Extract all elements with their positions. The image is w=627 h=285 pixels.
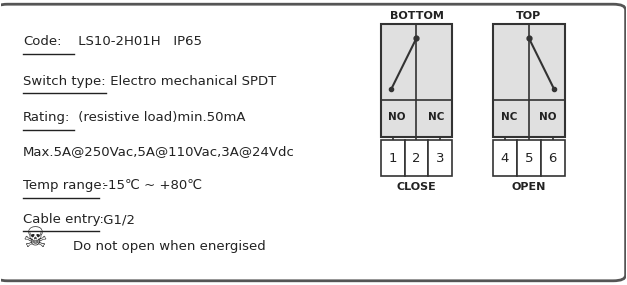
Bar <box>517 140 541 176</box>
Text: LS10-2H01H   IP65: LS10-2H01H IP65 <box>75 35 203 48</box>
Text: G1/2: G1/2 <box>100 213 135 226</box>
Text: 2: 2 <box>412 152 421 164</box>
Bar <box>404 140 428 176</box>
Text: Temp range:: Temp range: <box>23 179 106 192</box>
Text: Electro mechanical SPDT: Electro mechanical SPDT <box>105 75 276 88</box>
FancyBboxPatch shape <box>0 4 626 281</box>
Bar <box>493 24 565 137</box>
Text: Cable entry:: Cable entry: <box>23 213 104 226</box>
Text: Code:: Code: <box>23 35 61 48</box>
Bar <box>428 140 453 176</box>
Text: 5: 5 <box>525 152 533 164</box>
Text: TOP: TOP <box>516 11 542 21</box>
Text: NO: NO <box>539 112 557 122</box>
Text: OPEN: OPEN <box>512 182 546 192</box>
Text: NC: NC <box>428 112 444 122</box>
Bar <box>381 24 453 137</box>
Text: Do not open when energised: Do not open when energised <box>73 240 266 253</box>
Bar <box>541 140 565 176</box>
Text: CLOSE: CLOSE <box>397 182 436 192</box>
Text: -15℃ ~ +80℃: -15℃ ~ +80℃ <box>100 179 203 192</box>
Text: NC: NC <box>502 112 518 122</box>
Text: Switch type:: Switch type: <box>23 75 106 88</box>
Text: NO: NO <box>388 112 406 122</box>
Text: BOTTOM: BOTTOM <box>389 11 443 21</box>
Text: Max.5A@250Vac,5A@110Vac,3A@24Vdc: Max.5A@250Vac,5A@110Vac,3A@24Vdc <box>23 145 295 158</box>
Text: Rating:: Rating: <box>23 111 71 125</box>
Text: 3: 3 <box>436 152 445 164</box>
Text: ☠: ☠ <box>22 225 47 253</box>
Text: 1: 1 <box>388 152 397 164</box>
Bar <box>381 140 404 176</box>
Bar <box>493 140 517 176</box>
Text: (resistive load)min.50mA: (resistive load)min.50mA <box>75 111 246 125</box>
Text: 4: 4 <box>501 152 509 164</box>
Text: 6: 6 <box>549 152 557 164</box>
